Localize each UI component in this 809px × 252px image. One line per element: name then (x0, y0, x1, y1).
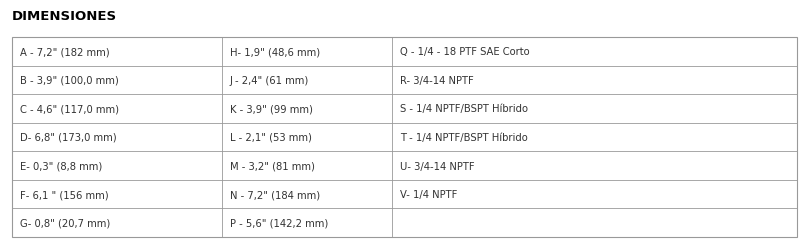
Text: T - 1/4 NPTF/BSPT Híbrido: T - 1/4 NPTF/BSPT Híbrido (400, 133, 527, 142)
Text: C - 4,6" (117,0 mm): C - 4,6" (117,0 mm) (20, 104, 119, 114)
Text: M - 3,2" (81 mm): M - 3,2" (81 mm) (230, 161, 315, 171)
Text: F- 6,1 " (156 mm): F- 6,1 " (156 mm) (20, 190, 108, 199)
Text: S - 1/4 NPTF/BSPT Híbrido: S - 1/4 NPTF/BSPT Híbrido (400, 104, 528, 114)
Text: B - 3,9" (100,0 mm): B - 3,9" (100,0 mm) (20, 76, 119, 85)
Text: K - 3,9" (99 mm): K - 3,9" (99 mm) (230, 104, 313, 114)
Text: J - 2,4" (61 mm): J - 2,4" (61 mm) (230, 76, 309, 85)
Text: L - 2,1" (53 mm): L - 2,1" (53 mm) (230, 133, 312, 142)
Text: E- 0,3" (8,8 mm): E- 0,3" (8,8 mm) (20, 161, 102, 171)
Text: U- 3/4-14 NPTF: U- 3/4-14 NPTF (400, 161, 475, 171)
Text: Q - 1/4 - 18 PTF SAE Corto: Q - 1/4 - 18 PTF SAE Corto (400, 47, 530, 57)
Text: DIMENSIONES: DIMENSIONES (12, 10, 117, 23)
Bar (12, 38, 797, 237)
Text: G- 0,8" (20,7 mm): G- 0,8" (20,7 mm) (20, 218, 110, 228)
Text: H- 1,9" (48,6 mm): H- 1,9" (48,6 mm) (230, 47, 320, 57)
Text: N - 7,2" (184 mm): N - 7,2" (184 mm) (230, 190, 320, 199)
Text: R- 3/4-14 NPTF: R- 3/4-14 NPTF (400, 76, 474, 85)
Text: V- 1/4 NPTF: V- 1/4 NPTF (400, 190, 457, 199)
Text: D- 6,8" (173,0 mm): D- 6,8" (173,0 mm) (20, 133, 116, 142)
Text: A - 7,2" (182 mm): A - 7,2" (182 mm) (20, 47, 110, 57)
Text: P - 5,6" (142,2 mm): P - 5,6" (142,2 mm) (230, 218, 328, 228)
